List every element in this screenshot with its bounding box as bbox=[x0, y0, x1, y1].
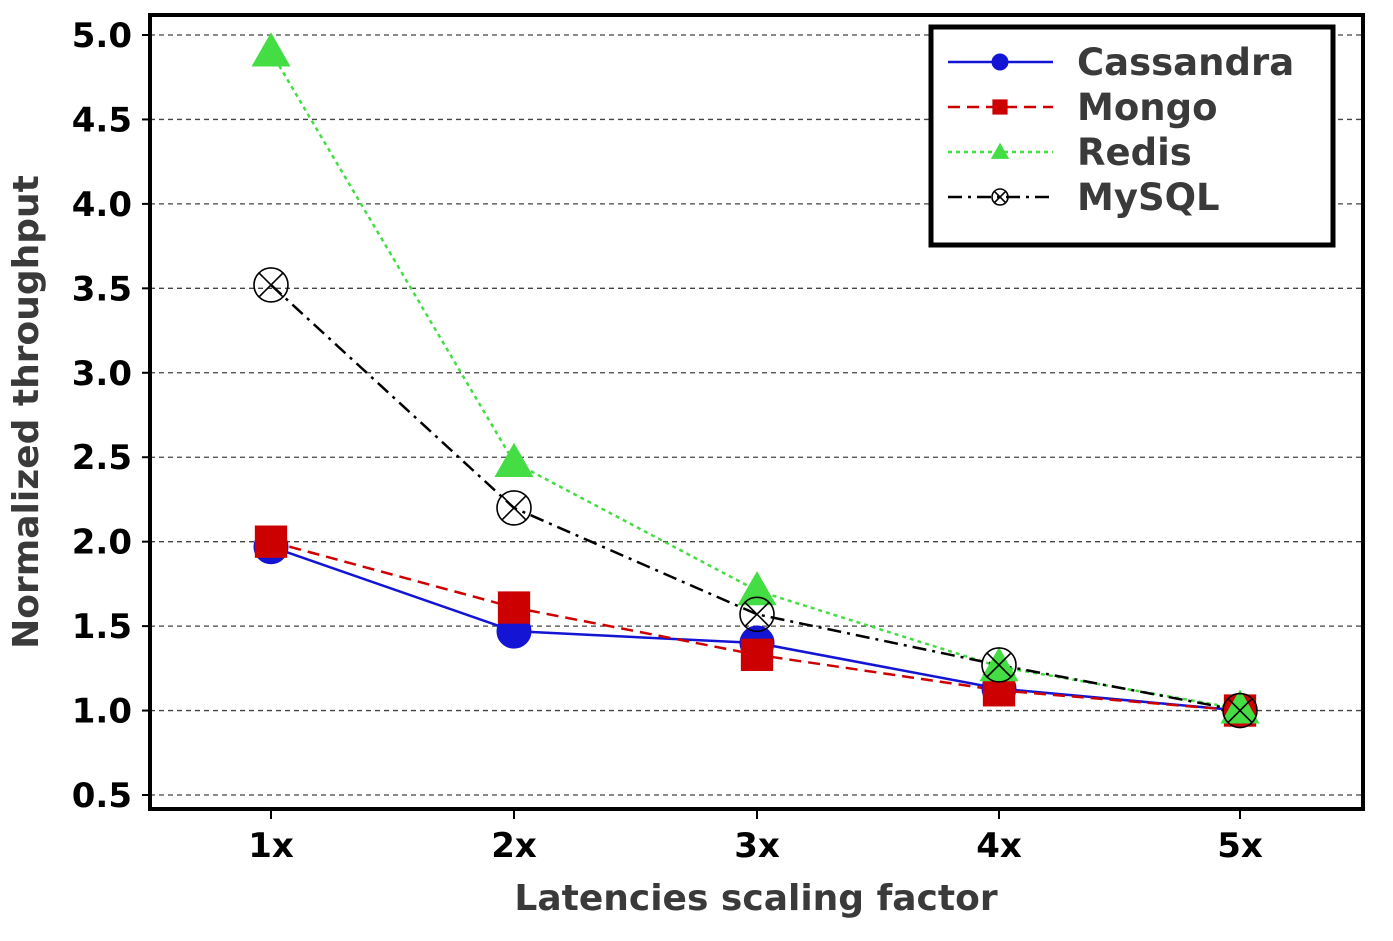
x-tick-label: 1x bbox=[248, 826, 294, 866]
y-tick-label: 0.5 bbox=[72, 776, 132, 816]
y-tick-label: 3.5 bbox=[72, 269, 132, 309]
x-tick-label: 3x bbox=[734, 826, 780, 866]
x-tick-label: 5x bbox=[1217, 826, 1263, 866]
legend-marker-cassandra bbox=[991, 53, 1009, 71]
x-axis-ticks: 1x 2x 3x 4x 5x bbox=[248, 809, 1263, 866]
x-tick-label: 2x bbox=[491, 826, 537, 866]
series-markers bbox=[251, 32, 1260, 729]
data-point-redis bbox=[1220, 689, 1260, 724]
data-point-redis bbox=[251, 32, 291, 67]
y-axis-ticks: 0.5 1.0 1.5 2.0 2.5 3.0 3.5 4.0 4.5 5.0 bbox=[72, 16, 150, 816]
y-tick-label: 2.0 bbox=[72, 523, 132, 563]
y-tick-label: 2.5 bbox=[72, 438, 132, 478]
y-tick-label: 3.0 bbox=[72, 354, 132, 394]
data-point-mysql bbox=[981, 647, 1017, 683]
data-point-redis bbox=[494, 442, 534, 477]
legend-label-mysql: MySQL bbox=[1077, 176, 1220, 219]
x-tick-label: 4x bbox=[976, 826, 1022, 866]
legend-label-cassandra: Cassandra bbox=[1077, 41, 1294, 84]
legend-label-mongo: Mongo bbox=[1077, 86, 1217, 129]
data-point-mysql bbox=[253, 267, 289, 303]
y-tick-label: 1.5 bbox=[72, 607, 132, 647]
y-axis-title: Normalized throughput bbox=[6, 175, 47, 649]
y-tick-label: 1.0 bbox=[72, 692, 132, 732]
y-tick-label: 4.5 bbox=[72, 100, 132, 140]
data-point-mysql bbox=[739, 596, 775, 633]
legend-label-redis: Redis bbox=[1077, 131, 1192, 174]
y-tick-label: 4.0 bbox=[72, 185, 132, 225]
plot-area-frame bbox=[148, 13, 1365, 811]
y-tick-label: 5.0 bbox=[72, 16, 132, 56]
legend-marker-mongo bbox=[992, 99, 1008, 115]
data-point-mongo bbox=[740, 638, 774, 671]
data-point-mongo bbox=[497, 591, 531, 624]
data-point-mysql bbox=[1222, 692, 1258, 729]
legend-marker-redis bbox=[990, 142, 1010, 159]
data-point-mongo bbox=[254, 525, 288, 558]
x-axis-title: Latencies scaling factor bbox=[514, 878, 997, 919]
data-point-mysql bbox=[496, 490, 532, 526]
data-point-redis bbox=[737, 571, 777, 606]
legend-marker-mysql bbox=[991, 188, 1009, 206]
